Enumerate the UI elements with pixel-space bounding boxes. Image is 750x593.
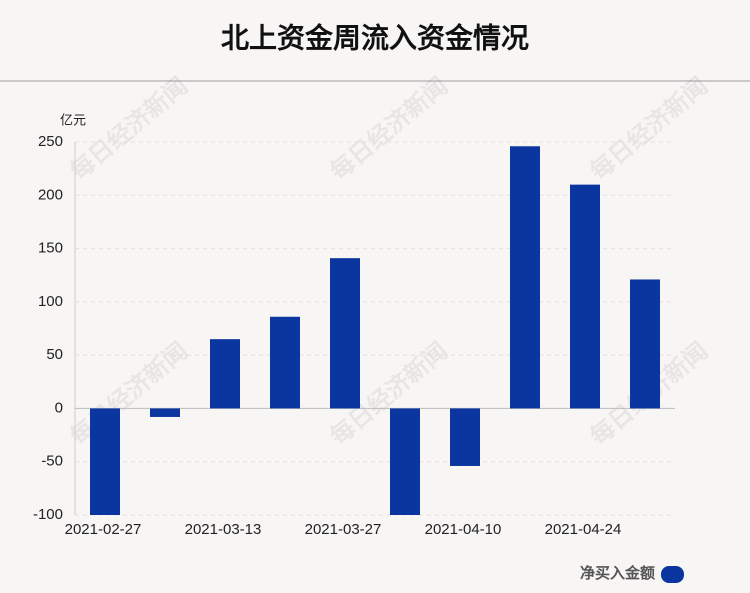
bar	[270, 316, 300, 409]
bar	[210, 339, 240, 409]
bar	[570, 184, 600, 409]
y-tick-label: 50	[46, 346, 63, 363]
x-tick-label: 2021-04-10	[425, 521, 502, 538]
y-tick-label: 250	[38, 133, 63, 150]
x-tick-label: 2021-02-27	[65, 521, 142, 538]
x-tick-label: 2021-03-13	[185, 521, 262, 538]
y-unit: 亿元	[60, 112, 86, 127]
legend-label: 净买入金额	[580, 564, 655, 582]
y-tick-label: -100	[33, 506, 63, 523]
bar	[330, 258, 360, 409]
y-tick-label: 200	[38, 186, 63, 203]
y-tick-label: 0	[55, 399, 63, 416]
bar	[510, 146, 540, 409]
bar	[630, 279, 660, 409]
y-tick-label: 150	[38, 240, 63, 257]
y-tick-label: 100	[38, 293, 63, 310]
bar	[390, 408, 420, 515]
bar	[90, 408, 120, 515]
bar	[150, 408, 180, 417]
legend-swatch	[661, 566, 684, 583]
chart-title: 北上资金周流入资金情况	[221, 21, 529, 53]
x-tick-label: 2021-03-27	[305, 521, 382, 538]
y-tick-label: -50	[41, 453, 63, 470]
bar	[450, 408, 480, 466]
x-tick-label: 2021-04-24	[545, 521, 622, 538]
